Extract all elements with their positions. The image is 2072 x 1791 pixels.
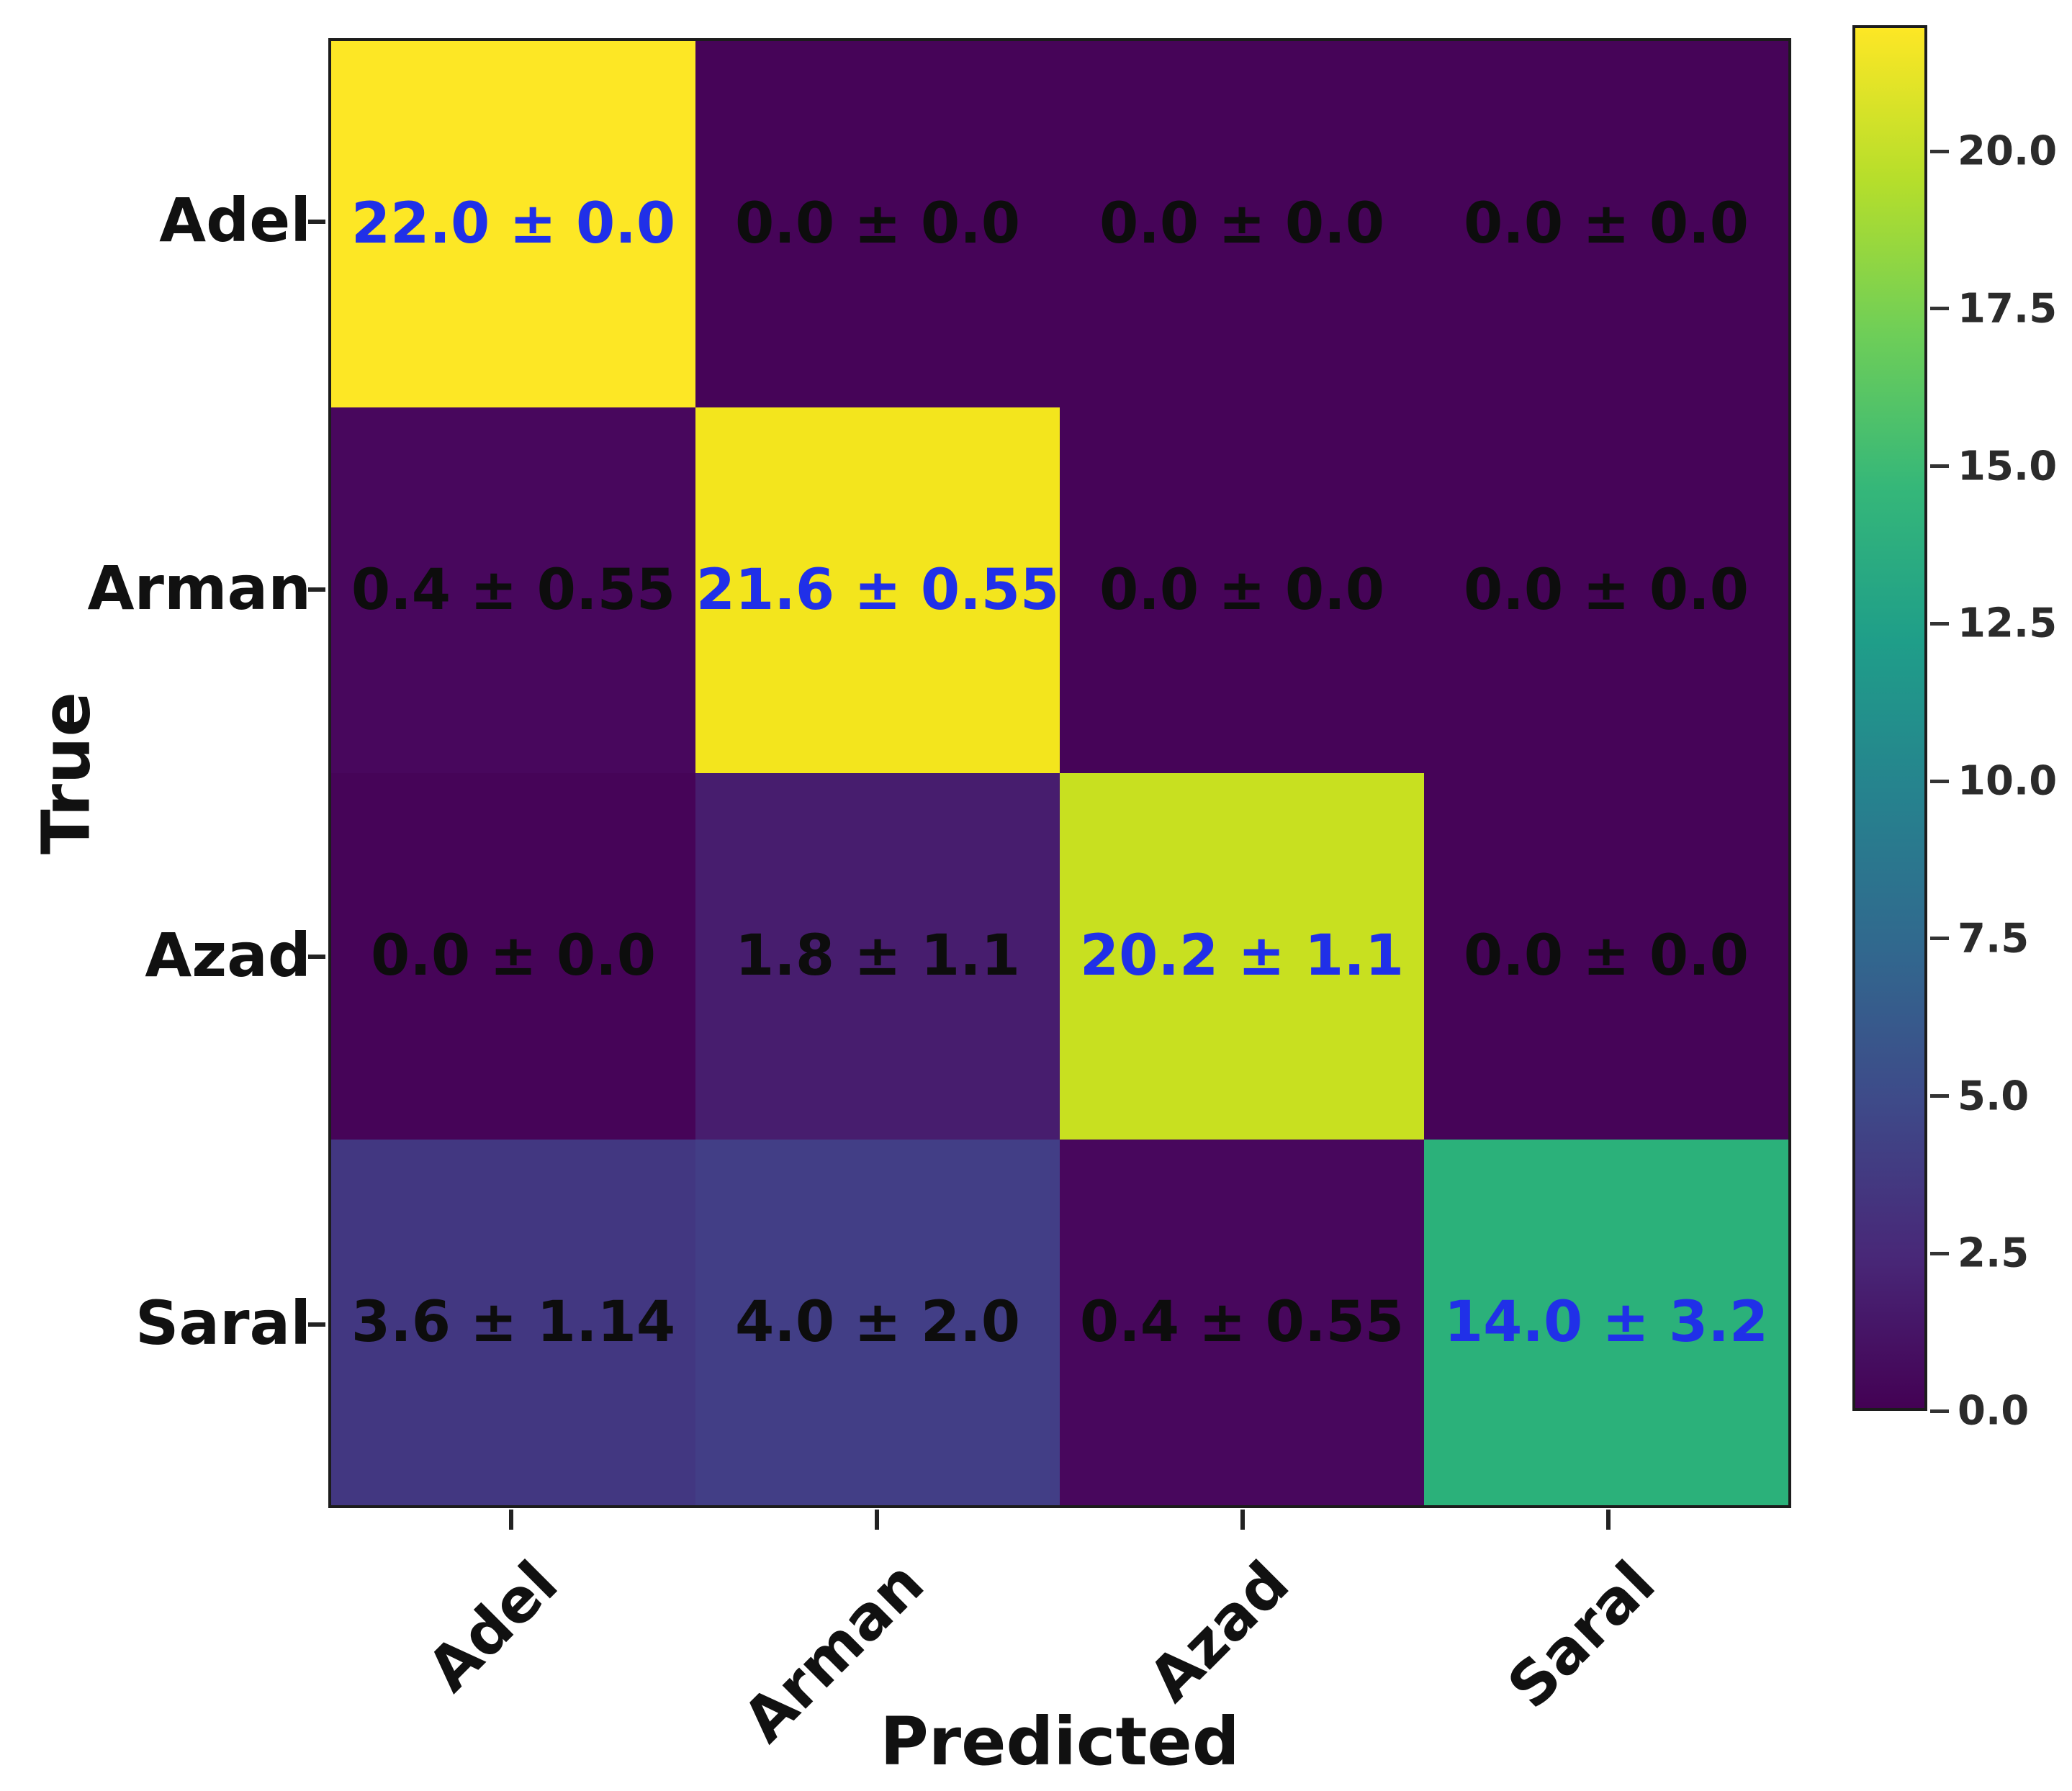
heatmap-grid: 22.0 ± 0.0 0.0 ± 0.0 0.0 ± 0.0 0.0 ± 0.0 0.4… [328, 38, 1791, 1508]
heatmap-cell: 0.0 ± 0.0 [1424, 773, 1788, 1140]
y-tick-label: Adel [159, 185, 311, 256]
heatmap-cell: 4.0 ± 2.0 [695, 1139, 1060, 1505]
heatmap-cell: 3.6 ± 1.14 [331, 1139, 695, 1505]
heatmap-cell: 20.2 ± 1.1 [1060, 773, 1424, 1140]
y-tick-mark [308, 955, 325, 960]
x-tick-mark [875, 1510, 879, 1530]
y-tick-mark [308, 587, 325, 592]
colorbar-tick-label: 12.5 [1958, 600, 2058, 647]
colorbar [1852, 25, 1927, 1411]
colorbar-tick-mark [1930, 1409, 1949, 1413]
heatmap-cell: 0.0 ± 0.0 [1060, 407, 1424, 773]
colorbar-tick-mark [1930, 1094, 1949, 1098]
colorbar-tick-label: 20.0 [1958, 127, 2058, 175]
colorbar-tick-mark [1930, 621, 1949, 626]
heatmap-cell: 22.0 ± 0.0 [331, 41, 695, 407]
colorbar-tick-mark [1930, 779, 1949, 783]
heatmap-cell: 0.0 ± 0.0 [1424, 407, 1788, 773]
colorbar-tick-label: 15.0 [1958, 443, 2058, 490]
colorbar-tick-label: 7.5 [1958, 915, 2030, 962]
heatmap-cell: 0.0 ± 0.0 [695, 41, 1060, 407]
colorbar-tick-mark [1930, 937, 1949, 941]
heatmap-cell: 0.0 ± 0.0 [1424, 41, 1788, 407]
colorbar-tick-label: 17.5 [1958, 285, 2058, 333]
y-tick-label: Azad [145, 920, 311, 991]
y-tick-label: Saral [135, 1287, 311, 1358]
colorbar-tick-label: 10.0 [1958, 757, 2058, 805]
heatmap-cell: 1.8 ± 1.1 [695, 773, 1060, 1140]
x-axis-label: Predicted [880, 1703, 1240, 1780]
x-tick-label: Adel [413, 1548, 572, 1705]
colorbar-tick-mark [1930, 149, 1949, 153]
heatmap-cell: 0.0 ± 0.0 [331, 773, 695, 1140]
x-tick-label: Saral [1494, 1548, 1669, 1722]
y-tick-mark [308, 220, 325, 225]
y-axis-label: True [27, 692, 105, 854]
x-tick-mark [509, 1510, 513, 1530]
heatmap-cell: 0.4 ± 0.55 [331, 407, 695, 773]
heatmap-cell: 0.0 ± 0.0 [1060, 41, 1424, 407]
y-tick-mark [308, 1322, 325, 1327]
colorbar-tick-mark [1930, 464, 1949, 468]
x-tick-mark [1240, 1510, 1245, 1530]
x-tick-label: Azad [1135, 1548, 1303, 1715]
y-tick-label: Arman [87, 552, 311, 623]
colorbar-tick-label: 2.5 [1958, 1230, 2030, 1277]
colorbar-tick-mark [1930, 1251, 1949, 1255]
colorbar-tick-mark [1930, 307, 1949, 311]
colorbar-tick-label: 0.0 [1958, 1387, 2030, 1435]
x-tick-mark [1606, 1510, 1611, 1530]
colorbar-tick-label: 5.0 [1958, 1073, 2030, 1119]
heatmap-cell: 14.0 ± 3.2 [1424, 1139, 1788, 1505]
heatmap-cell: 21.6 ± 0.55 [695, 407, 1060, 773]
heatmap-cell: 0.4 ± 0.55 [1060, 1139, 1424, 1505]
